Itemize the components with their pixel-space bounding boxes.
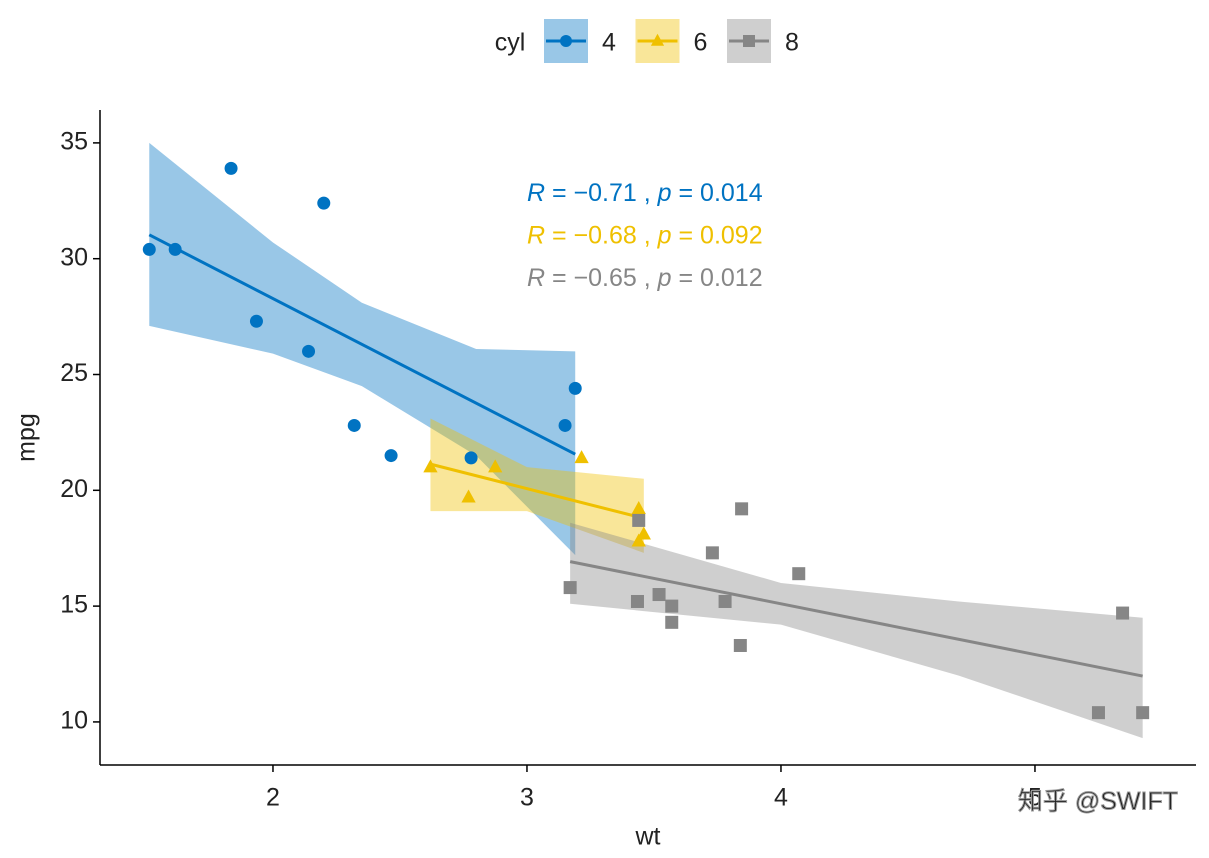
y-tick-label: 10 [60, 707, 88, 735]
correlation-label-part: R [527, 264, 545, 292]
point [792, 567, 806, 581]
regression-line [148, 233, 576, 456]
point [142, 242, 156, 256]
point [568, 381, 582, 395]
confidence-band [149, 142, 576, 556]
y-axis-title: mpg [13, 413, 41, 462]
point [632, 513, 646, 527]
correlation-label-part: = −0.65 , [545, 264, 658, 292]
correlation-label-part: p [657, 179, 672, 207]
correlation-label: R = −0.68 , p = 0.092 [527, 221, 763, 249]
x-tick-label: 5 [1028, 784, 1042, 812]
correlation-label: R = −0.65 , p = 0.012 [527, 264, 763, 292]
correlation-label-part: = 0.014 [672, 179, 763, 207]
point [563, 581, 577, 595]
point [464, 451, 478, 465]
point [423, 459, 438, 473]
legend-label: 6 [694, 29, 708, 57]
point [488, 459, 503, 473]
point [631, 501, 646, 515]
y-tick-label: 20 [60, 475, 88, 503]
correlation-label-part: p [657, 221, 672, 249]
point [558, 418, 572, 432]
point [733, 638, 747, 652]
point [384, 449, 398, 463]
point [665, 615, 679, 629]
point [461, 489, 476, 503]
point [665, 599, 679, 613]
regression-line [569, 560, 1143, 678]
correlation-label-part: = −0.71 , [545, 179, 658, 207]
point [347, 418, 361, 432]
legend-title: cyl [495, 29, 526, 57]
correlation-label-part: p [657, 264, 672, 292]
legend-marker [743, 35, 755, 47]
point [574, 450, 589, 464]
x-tick-label: 4 [774, 784, 788, 812]
y-tick-label: 30 [60, 243, 88, 271]
point [652, 588, 666, 602]
y-tick-label: 35 [60, 127, 88, 155]
point [224, 161, 238, 175]
correlation-label-part: R [527, 179, 545, 207]
legend-marker [560, 35, 572, 47]
watermark: 知乎 @SWIFT [1018, 788, 1178, 816]
y-tick-label: 25 [60, 359, 88, 387]
point [302, 344, 316, 358]
confidence-band [430, 418, 644, 553]
correlation-label-part: = 0.012 [672, 264, 763, 292]
legend-label: 4 [602, 29, 616, 57]
correlation-label-part: R [527, 221, 545, 249]
point [1136, 706, 1150, 720]
x-axis-title: wt [635, 823, 661, 851]
confidence-band [570, 522, 1143, 739]
x-tick-label: 2 [266, 784, 280, 812]
point [718, 594, 732, 608]
point [1091, 706, 1105, 720]
point [705, 546, 719, 560]
point [630, 594, 644, 608]
correlation-label: R = −0.71 , p = 0.014 [527, 179, 763, 207]
correlation-label-part: = −0.68 , [545, 221, 658, 249]
point [249, 314, 263, 328]
point [1116, 606, 1130, 620]
correlation-label-part: = 0.092 [672, 221, 763, 249]
legend-label: 8 [785, 29, 799, 57]
point [168, 242, 182, 256]
point [631, 533, 646, 547]
y-tick-label: 15 [60, 591, 88, 619]
point [735, 502, 749, 516]
x-tick-label: 3 [520, 784, 534, 812]
regression-line [430, 462, 645, 520]
legend-marker [650, 33, 665, 46]
point [317, 196, 331, 210]
